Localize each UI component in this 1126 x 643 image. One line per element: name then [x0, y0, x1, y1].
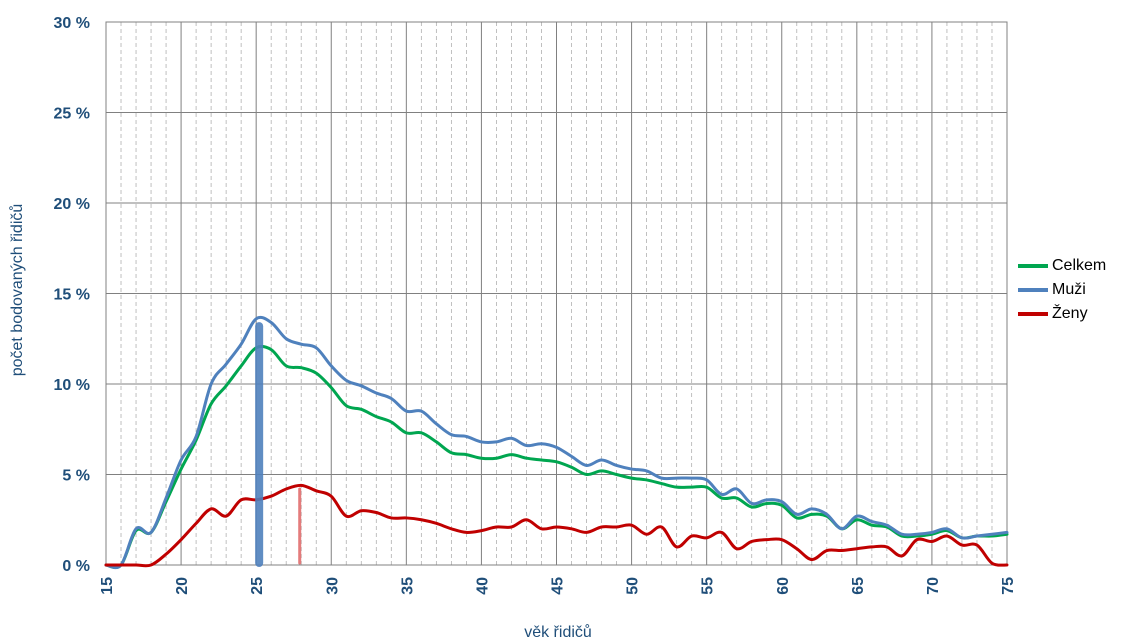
tick-labels: 0 % 5 % 10 % 15 % 20 % 25 % 30 % 15 20 25 30 35 40 45…	[54, 15, 1017, 595]
y-tick-label: 10 %	[54, 377, 90, 394]
legend-label-celkem: Celkem	[1052, 257, 1107, 274]
y-tick-label: 25 %	[54, 106, 90, 123]
y-tick-label: 5 %	[62, 468, 90, 485]
legend-item-zeny: Ženy	[1018, 302, 1106, 326]
x-tick-label: 60	[775, 577, 792, 595]
legend-label-zeny: Ženy	[1052, 305, 1088, 322]
x-tick-label: 25	[249, 577, 266, 595]
x-axis-title: věk řidičů	[524, 624, 592, 641]
x-tick-label: 30	[324, 577, 341, 595]
legend-item-celkem: Celkem	[1018, 254, 1106, 278]
markers	[255, 322, 302, 567]
x-tick-label: 70	[925, 577, 942, 595]
legend-swatch-muzi	[1018, 288, 1048, 292]
y-tick-label: 0 %	[62, 558, 90, 575]
legend-label-muzi: Muži	[1052, 281, 1086, 298]
legend-swatch-celkem	[1018, 264, 1048, 268]
legend-item-muzi: Muži	[1018, 278, 1106, 302]
x-tick-label: 75	[1000, 577, 1017, 595]
legend-swatch-zeny	[1018, 312, 1048, 316]
y-tick-label: 15 %	[54, 287, 90, 304]
x-tick-label: 35	[399, 577, 416, 595]
plot-border	[105, 21, 1008, 566]
x-tick-label: 50	[625, 577, 642, 595]
y-axis-title: počet bodovaných řidičů	[9, 203, 26, 377]
grid	[105, 21, 1008, 566]
legend: Celkem Muži Ženy	[1018, 254, 1106, 326]
x-tick-label: 20	[174, 577, 191, 595]
series-line-muzi	[104, 315, 1009, 570]
x-tick-label: 65	[850, 577, 867, 595]
x-tick-label: 15	[99, 577, 116, 595]
x-tick-label: 55	[700, 577, 717, 595]
x-tick-label: 40	[474, 577, 491, 595]
x-tick-label: 45	[550, 577, 567, 595]
y-tick-label: 30 %	[54, 15, 90, 32]
y-tick-label: 20 %	[54, 196, 90, 213]
